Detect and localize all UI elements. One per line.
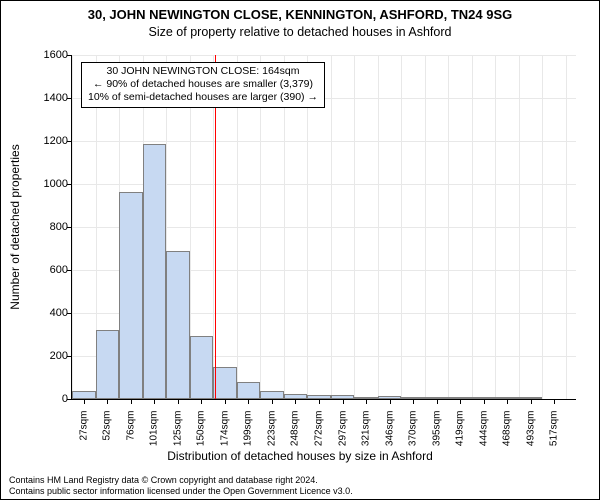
x-tick-label: 125sqm: [172, 411, 183, 447]
footer-attribution: Contains HM Land Registry data © Crown c…: [9, 475, 353, 497]
x-tick-mark: [554, 399, 555, 404]
x-tick-mark: [413, 399, 414, 404]
gridline: [472, 55, 473, 399]
histogram-bar: [119, 192, 143, 399]
gridline: [495, 55, 496, 399]
x-tick-label: 272sqm: [314, 411, 325, 447]
gridline: [354, 55, 355, 399]
y-tick-label: 600: [50, 264, 68, 276]
x-tick-label: 174sqm: [219, 411, 230, 447]
x-tick-mark: [84, 399, 85, 404]
histogram-bar: [166, 251, 190, 399]
histogram-bar: [213, 367, 237, 399]
x-tick-label: 370sqm: [408, 411, 419, 447]
x-tick-label: 223sqm: [266, 411, 277, 447]
x-tick-mark: [343, 399, 344, 404]
histogram-bar: [143, 144, 167, 399]
x-tick-mark: [531, 399, 532, 404]
x-tick-mark: [460, 399, 461, 404]
x-tick-label: 493sqm: [525, 411, 536, 447]
histogram-bar: [96, 330, 120, 399]
x-tick-mark: [225, 399, 226, 404]
x-tick-mark: [319, 399, 320, 404]
page-subtitle: Size of property relative to detached ho…: [1, 25, 599, 39]
x-tick-label: 150sqm: [196, 411, 207, 447]
x-tick-label: 76sqm: [125, 411, 136, 441]
y-tick-label: 1200: [44, 135, 68, 147]
gridline: [72, 55, 73, 399]
x-tick-mark: [295, 399, 296, 404]
y-tick-label: 0: [62, 393, 68, 405]
y-tick-label: 1600: [44, 49, 68, 61]
gridline: [448, 55, 449, 399]
x-axis-title: Distribution of detached houses by size …: [1, 449, 599, 463]
histogram-bar: [72, 391, 96, 399]
histogram-bar: [260, 391, 284, 399]
y-tick-label: 800: [50, 221, 68, 233]
x-tick-mark: [248, 399, 249, 404]
x-tick-label: 248sqm: [290, 411, 301, 447]
footer-line-1: Contains HM Land Registry data © Crown c…: [9, 475, 353, 486]
x-tick-mark: [131, 399, 132, 404]
x-tick-label: 297sqm: [337, 411, 348, 447]
gridline: [331, 55, 332, 399]
annotation-line-2: ← 90% of detached houses are smaller (3,…: [88, 78, 318, 91]
x-tick-mark: [507, 399, 508, 404]
annotation-line-1: 30 JOHN NEWINGTON CLOSE: 164sqm: [88, 65, 318, 78]
footer-line-2: Contains public sector information licen…: [9, 486, 353, 497]
gridline: [566, 55, 567, 399]
x-tick-mark: [178, 399, 179, 404]
y-axis-title: Number of detached properties: [8, 144, 22, 309]
page-title: 30, JOHN NEWINGTON CLOSE, KENNINGTON, AS…: [1, 7, 599, 22]
x-tick-mark: [107, 399, 108, 404]
x-tick-label: 395sqm: [431, 411, 442, 447]
x-tick-label: 199sqm: [243, 411, 254, 447]
x-tick-label: 517sqm: [549, 411, 560, 447]
gridline: [401, 55, 402, 399]
annotation-line-3: 10% of semi-detached houses are larger (…: [88, 91, 318, 104]
x-tick-mark: [154, 399, 155, 404]
gridline: [72, 55, 576, 56]
y-tick-label: 1000: [44, 178, 68, 190]
y-tick-label: 200: [50, 350, 68, 362]
x-tick-mark: [201, 399, 202, 404]
chart-container: 30, JOHN NEWINGTON CLOSE, KENNINGTON, AS…: [0, 0, 600, 500]
x-tick-mark: [272, 399, 273, 404]
x-tick-mark: [366, 399, 367, 404]
x-tick-label: 444sqm: [478, 411, 489, 447]
annotation-box: 30 JOHN NEWINGTON CLOSE: 164sqm ← 90% of…: [81, 62, 325, 108]
x-tick-label: 419sqm: [455, 411, 466, 447]
x-tick-label: 468sqm: [502, 411, 513, 447]
gridline: [425, 55, 426, 399]
gridline: [519, 55, 520, 399]
x-tick-label: 346sqm: [384, 411, 395, 447]
x-tick-mark: [484, 399, 485, 404]
y-tick-label: 400: [50, 307, 68, 319]
y-tick-label: 1400: [44, 92, 68, 104]
x-tick-label: 27sqm: [78, 411, 89, 441]
gridline: [542, 55, 543, 399]
x-tick-label: 321sqm: [361, 411, 372, 447]
x-tick-mark: [390, 399, 391, 404]
gridline: [72, 141, 576, 142]
x-tick-label: 101sqm: [149, 411, 160, 447]
histogram-bar: [190, 336, 214, 399]
x-tick-label: 52sqm: [102, 411, 113, 441]
gridline: [378, 55, 379, 399]
x-tick-mark: [437, 399, 438, 404]
histogram-bar: [237, 382, 261, 399]
